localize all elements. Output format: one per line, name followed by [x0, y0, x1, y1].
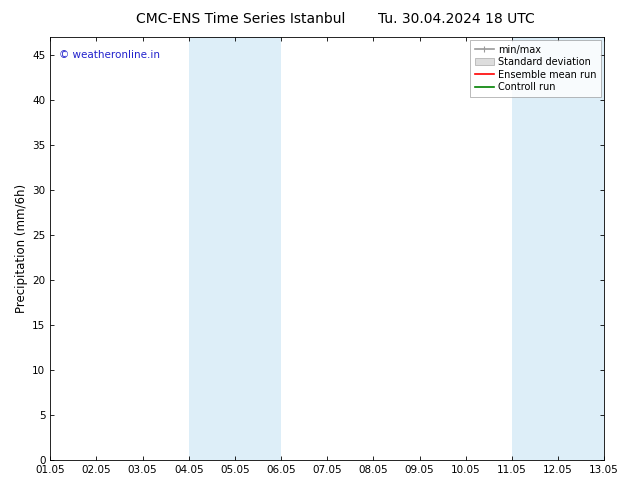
Text: CMC-ENS Time Series Istanbul: CMC-ENS Time Series Istanbul: [136, 12, 346, 26]
Text: © weatheronline.in: © weatheronline.in: [58, 50, 160, 60]
Bar: [189, 37, 281, 460]
Legend: min/max, Standard deviation, Ensemble mean run, Controll run: min/max, Standard deviation, Ensemble me…: [470, 40, 601, 97]
Y-axis label: Precipitation (mm/6h): Precipitation (mm/6h): [15, 184, 28, 313]
Text: Tu. 30.04.2024 18 UTC: Tu. 30.04.2024 18 UTC: [378, 12, 535, 26]
Bar: [512, 37, 604, 460]
